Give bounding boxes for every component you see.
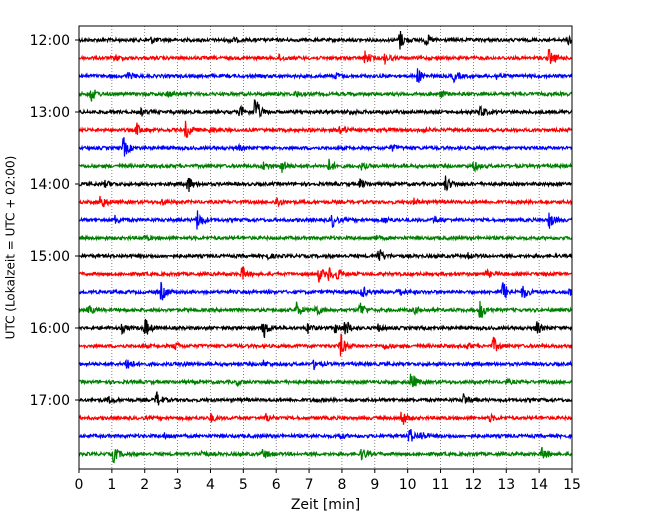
seismic-trace (78, 318, 573, 338)
seismic-trace (78, 391, 573, 406)
vertical-grid (111, 26, 540, 469)
x-tick-label: 5 (239, 477, 248, 493)
seismic-trace (78, 373, 573, 388)
y-tick-label: 15:00 (30, 249, 70, 265)
seismic-trace (78, 234, 573, 242)
seismic-trace (78, 68, 573, 84)
trace-row (78, 300, 573, 318)
trace-row (78, 195, 573, 208)
trace-row (78, 281, 573, 301)
x-axis-label: Zeit [min] (291, 497, 360, 513)
trace-row (78, 48, 573, 65)
y-axis: 12:00 13:00 14:00 15:00 16:00 17:00 (30, 33, 79, 409)
x-tick-label: 13 (497, 477, 515, 493)
plot-frame (78, 25, 573, 470)
seismic-trace (78, 358, 573, 371)
x-axis: 0 1 2 3 4 5 6 7 8 9 10 11 12 13 14 15 (75, 469, 581, 493)
seismic-trace (78, 265, 573, 283)
y-tick-label: 14:00 (30, 177, 70, 193)
y-tick-label: 17:00 (30, 393, 70, 409)
x-tick-label: 4 (206, 477, 215, 493)
trace-group (78, 31, 573, 464)
seismic-trace (78, 281, 573, 301)
seismic-trace (78, 48, 573, 65)
trace-row (78, 120, 573, 138)
seismic-trace (78, 429, 573, 442)
trace-row (78, 429, 573, 442)
x-tick-label: 6 (272, 477, 281, 493)
trace-row (78, 318, 573, 338)
trace-row (78, 68, 573, 84)
x-tick-label: 7 (305, 477, 314, 493)
y-tick-label: 16:00 (30, 321, 70, 337)
y-tick-label: 12:00 (30, 33, 70, 49)
trace-row (78, 89, 573, 102)
seismic-trace (78, 137, 573, 157)
trace-row (78, 158, 573, 174)
seismic-trace (78, 31, 573, 50)
trace-row (78, 411, 573, 425)
y-axis-label: UTC (Lokalzeit = UTC + 02:00) (4, 156, 18, 340)
trace-row (78, 373, 573, 388)
x-tick-label: 2 (140, 477, 149, 493)
x-tick-label: 14 (530, 477, 548, 493)
trace-row (78, 234, 573, 242)
trace-row (78, 175, 573, 192)
seismic-trace (78, 120, 573, 138)
x-tick-label: 10 (399, 477, 417, 493)
trace-row (78, 210, 573, 230)
trace-row (78, 333, 573, 357)
seismic-trace (78, 300, 573, 318)
seismic-trace (78, 195, 573, 208)
trace-row (78, 265, 573, 283)
trace-row (78, 249, 573, 261)
x-tick-label: 9 (370, 477, 379, 493)
seismic-trace (78, 210, 573, 230)
trace-row (78, 391, 573, 406)
seismic-trace (78, 158, 573, 174)
x-tick-label: 12 (464, 477, 482, 493)
x-tick-label: 1 (107, 477, 116, 493)
y-tick-label: 13:00 (30, 105, 70, 121)
seismic-trace (78, 175, 573, 192)
trace-row (78, 137, 573, 157)
x-tick-label: 15 (563, 477, 581, 493)
x-tick-label: 3 (173, 477, 182, 493)
seismic-trace (78, 446, 573, 464)
x-tick-label: 11 (432, 477, 450, 493)
trace-row (78, 99, 573, 119)
seismic-trace (78, 411, 573, 425)
trace-row (78, 31, 573, 50)
trace-row (78, 446, 573, 464)
seismic-trace (78, 99, 573, 119)
trace-row (78, 358, 573, 371)
x-tick-label: 0 (75, 477, 84, 493)
seismic-trace (78, 89, 573, 102)
seismic-trace (78, 249, 573, 261)
seismic-trace (78, 333, 573, 357)
x-tick-label: 8 (337, 477, 346, 493)
